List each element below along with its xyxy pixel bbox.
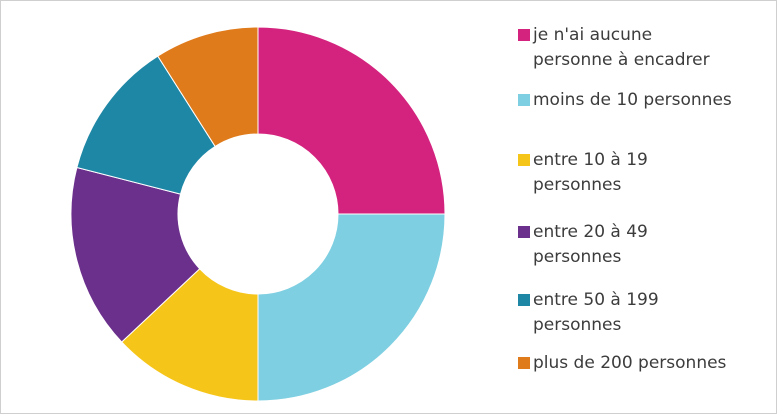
donut-slice bbox=[257, 213, 446, 402]
legend-swatch bbox=[518, 294, 530, 306]
legend-line: entre 50 à 199 bbox=[533, 290, 659, 310]
legend-label: entre 50 à 199 personnes bbox=[533, 290, 659, 335]
legend-label: moins de 10 personnes bbox=[533, 90, 732, 110]
legend-line: personnes bbox=[533, 315, 622, 335]
legend-swatch bbox=[518, 226, 530, 238]
legend-swatch bbox=[518, 29, 530, 41]
legend-label: entre 10 à 19 personnes bbox=[533, 150, 648, 195]
legend-line: je n'ai aucune bbox=[532, 25, 652, 45]
legend-line: personne à encadrer bbox=[533, 50, 710, 70]
legend-label: plus de 200 personnes bbox=[533, 353, 727, 373]
legend-line: entre 10 à 19 bbox=[533, 150, 648, 170]
legend-line: entre 20 à 49 bbox=[533, 222, 648, 242]
legend-line: moins de 10 personnes bbox=[533, 90, 732, 110]
legend-label: entre 20 à 49 personnes bbox=[533, 222, 648, 267]
donut-slice bbox=[70, 166, 201, 343]
legend-swatch bbox=[518, 94, 530, 106]
donut-slice bbox=[257, 26, 446, 215]
legend-line: plus de 200 personnes bbox=[533, 353, 727, 373]
donut-slice bbox=[120, 268, 259, 402]
legend-line: personnes bbox=[533, 247, 622, 267]
legend-line: personnes bbox=[533, 175, 622, 195]
legend-swatch bbox=[518, 154, 530, 166]
legend-label: je n'ai aucune personne à encadrer bbox=[532, 25, 710, 70]
donut-slice bbox=[157, 26, 259, 148]
legend-swatch bbox=[518, 357, 530, 369]
